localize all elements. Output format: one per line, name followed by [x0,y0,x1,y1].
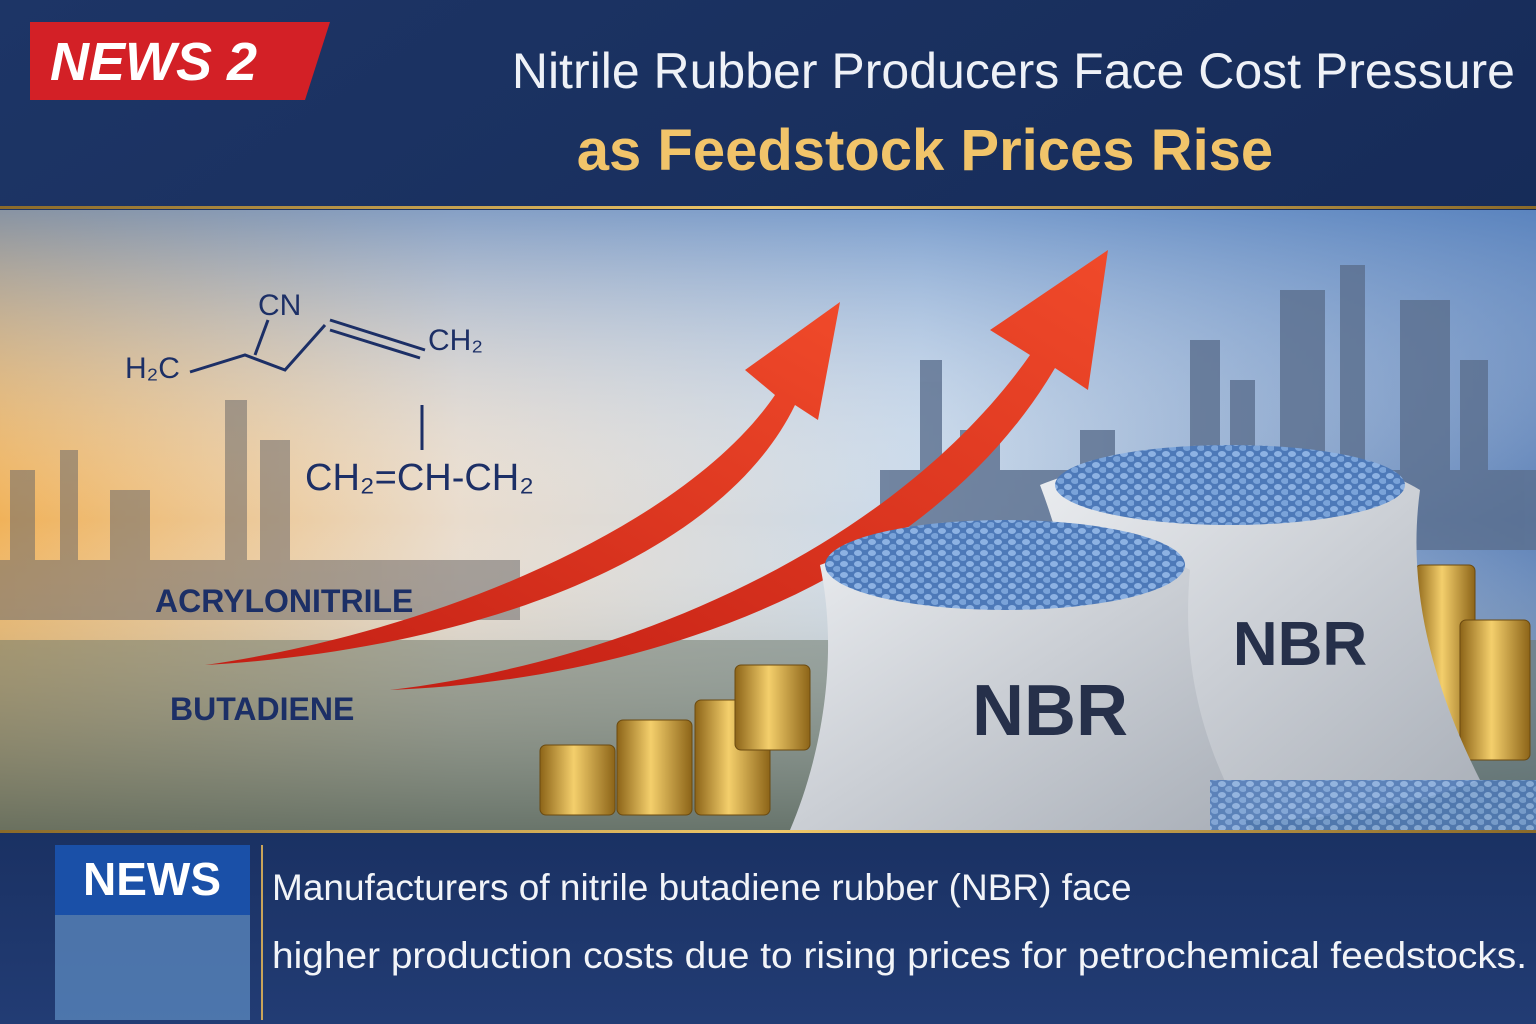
bag-label: NBR [1233,610,1367,679]
refinery-left [0,400,520,620]
divider [0,830,1536,833]
molecule-bonds [189,318,426,450]
spilled-pellets [1210,780,1536,830]
headline: Nitrile Rubber Producers Face Cost Press… [512,43,1515,99]
ticker-label-bg [55,845,250,915]
ticker-label: NEWS [83,853,221,905]
formula-ch2: CH₂ [428,324,483,357]
label-butadiene: BUTADIENE [170,691,354,727]
ticker-text: Manufacturers of nitrile butadiene rubbe… [272,867,1132,908]
bag-pellets [1055,445,1405,525]
arrow-up [205,302,840,665]
bag-pellets [825,520,1185,610]
ticker-bar [0,833,1536,1024]
label-acrylonitrile: ACRYLONITRILE [155,583,413,619]
subheadline: as Feedstock Prices Rise [577,118,1273,183]
arrow-up [390,250,1108,690]
formula-h2c: H₂C [125,352,180,385]
bag [790,531,1250,830]
formula-butadiene: CH₂=CH-CH₂ [305,457,534,499]
formula-cn: CN [258,289,301,322]
ticker-text: higher production costs due to rising pr… [272,935,1527,976]
badge-shape [30,22,330,100]
divider [0,206,1536,209]
badge: NEWS 2 [50,32,257,92]
bag-label: NBR [972,671,1128,751]
